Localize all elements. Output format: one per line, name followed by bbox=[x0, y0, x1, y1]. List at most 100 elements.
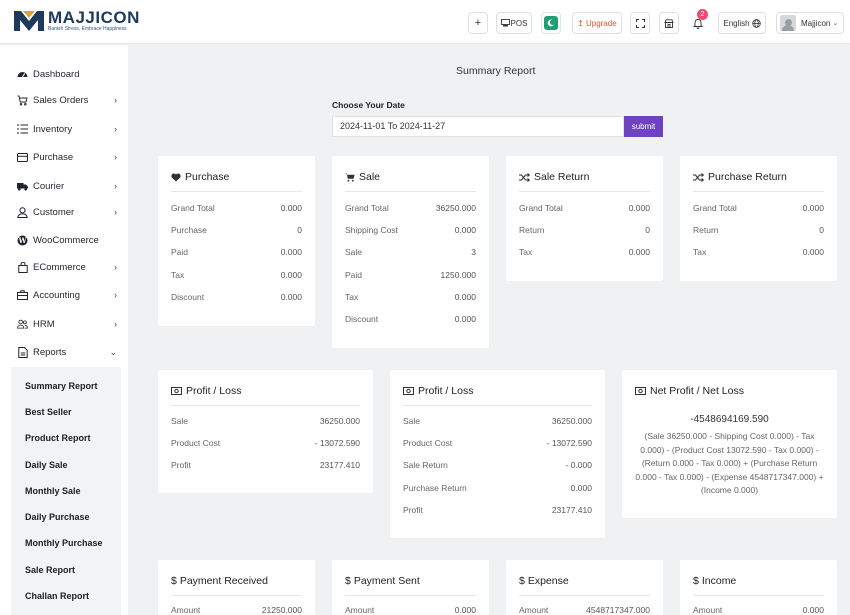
card-row: Amount 0.000 bbox=[693, 605, 824, 615]
expense-card: $ Expense Amount 4548717347.000 bbox=[506, 560, 663, 615]
cart-icon bbox=[345, 173, 355, 182]
sidebar-item-dashboard[interactable]: Dashboard bbox=[0, 64, 128, 84]
dollar-icon: $ bbox=[345, 575, 351, 587]
sidebar-item-inventory[interactable]: Inventory › bbox=[0, 119, 128, 139]
submenu-item-daily-purchase[interactable]: Daily Purchase bbox=[25, 512, 90, 522]
payment-sent-card: $ Payment Sent Amount 0.000 bbox=[332, 560, 489, 615]
card-row: Discount 0.000 bbox=[345, 314, 476, 324]
add-button[interactable]: + bbox=[468, 12, 488, 34]
notification-badge: 2 bbox=[697, 9, 708, 20]
pos-button[interactable]: POS bbox=[496, 12, 532, 34]
sidebar-item-label: Inventory bbox=[33, 123, 73, 135]
shuffle-icon bbox=[519, 172, 530, 182]
card-row: Paid 0.000 bbox=[171, 247, 302, 257]
card-row: Purchase Return 0.000 bbox=[403, 483, 592, 493]
profit-loss-detail-card: Profit / Loss Sale 36250.000 Product Cost… bbox=[390, 370, 605, 538]
sidebar-item-label: Dashboard bbox=[33, 68, 80, 80]
reports-submenu: Summary Report Best Seller Product Repor… bbox=[11, 367, 121, 615]
brand-logo[interactable]: MAJJICON Banish Stress, Embrace Happines… bbox=[14, 9, 140, 33]
briefcase-icon bbox=[17, 290, 28, 301]
sidebar-item-woocommerce[interactable]: W WooCommerce bbox=[0, 230, 128, 250]
card-title-text: Purchase bbox=[185, 171, 230, 183]
sidebar-item-label: Accounting bbox=[33, 289, 81, 301]
card-title: Profit / Loss bbox=[403, 385, 473, 397]
sidebar-item-label: Sales Orders bbox=[33, 94, 89, 106]
card-row: Product Cost - 13072.590 bbox=[403, 438, 592, 448]
sidebar-item-hrm[interactable]: HRM › bbox=[0, 314, 128, 334]
chevron-right-icon: › bbox=[114, 262, 117, 272]
sidebar-item-ecommerce[interactable]: ECommerce › bbox=[0, 257, 128, 277]
chevron-down-icon: ⌄ bbox=[832, 20, 839, 27]
income-card: $ Income Amount 0.000 bbox=[680, 560, 837, 615]
submenu-item-product-report[interactable]: Product Report bbox=[25, 433, 91, 443]
chevron-right-icon: › bbox=[114, 207, 117, 217]
card-row: Paid 1250.000 bbox=[345, 270, 476, 280]
theme-toggle-button[interactable] bbox=[541, 12, 561, 34]
card-title: $ Payment Received bbox=[171, 575, 268, 587]
card-title: Purchase bbox=[171, 171, 229, 183]
page-title: Summary Report bbox=[456, 65, 536, 77]
card-row: Amount 4548717347.000 bbox=[519, 605, 650, 615]
avatar bbox=[780, 15, 796, 31]
fullscreen-button[interactable] bbox=[630, 12, 650, 34]
submenu-item-sale-report[interactable]: Sale Report bbox=[25, 565, 76, 575]
card-row: Return 0 bbox=[519, 225, 650, 235]
submenu-item-best-seller[interactable]: Best Seller bbox=[25, 407, 72, 417]
sidebar-item-accounting[interactable]: Accounting › bbox=[0, 285, 128, 305]
date-range-input[interactable]: 2024-11-01 To 2024-11-27 bbox=[332, 116, 624, 137]
pos-icon bbox=[500, 19, 510, 27]
language-selector[interactable]: English bbox=[718, 12, 766, 34]
sidebar-item-sales-orders[interactable]: Sales Orders › bbox=[0, 90, 128, 110]
store-button[interactable] bbox=[659, 12, 679, 34]
card-row: Amount 21250.000 bbox=[171, 605, 302, 615]
sidebar-item-label: WooCommerce bbox=[33, 234, 99, 246]
sidebar-item-customer[interactable]: Customer › bbox=[0, 202, 128, 222]
upgrade-button[interactable]: ↥ Upgrade bbox=[572, 12, 622, 34]
sidebar-item-purchase[interactable]: Purchase › bbox=[0, 147, 128, 167]
card-title-text: Expense bbox=[527, 575, 569, 587]
sidebar-item-label: ECommerce bbox=[33, 261, 86, 273]
card-row: Sale 36250.000 bbox=[403, 416, 592, 426]
card-row: Tax 0.000 bbox=[171, 270, 302, 280]
logo-mark-icon bbox=[14, 11, 44, 31]
date-label: Choose Your Date bbox=[332, 100, 405, 110]
sidebar-item-label: Courier bbox=[33, 180, 65, 192]
card-row: Profit 23177.410 bbox=[403, 505, 592, 515]
moon-icon bbox=[544, 16, 558, 30]
list-icon bbox=[17, 124, 28, 135]
pos-label: POS bbox=[510, 18, 528, 28]
heart-icon bbox=[171, 172, 181, 181]
card-row: Grand Total 0.000 bbox=[519, 203, 650, 213]
sidebar-item-courier[interactable]: Courier › bbox=[0, 176, 128, 196]
submenu-item-monthly-purchase[interactable]: Monthly Purchase bbox=[25, 538, 103, 548]
card-title-text: Purchase Return bbox=[708, 171, 787, 183]
truck-icon bbox=[17, 181, 28, 192]
bag-icon bbox=[17, 261, 28, 273]
card-title-text: Sale Return bbox=[534, 171, 590, 183]
sidebar-item-reports[interactable]: Reports ⌄ bbox=[0, 342, 128, 362]
card-row: Shipping Cost 0.000 bbox=[345, 225, 476, 235]
chevron-right-icon: › bbox=[114, 181, 117, 191]
brand-name: MAJJICON bbox=[48, 8, 140, 27]
notifications-button[interactable]: 2 bbox=[688, 9, 708, 34]
submenu-item-daily-sale[interactable]: Daily Sale bbox=[25, 460, 68, 470]
dollar-icon: $ bbox=[171, 575, 177, 587]
card-title-text: Sale bbox=[359, 171, 381, 183]
dashboard-icon bbox=[17, 69, 28, 80]
chevron-right-icon: › bbox=[114, 319, 117, 329]
card-row: Tax 0.000 bbox=[345, 292, 476, 302]
submenu-item-monthly-sale[interactable]: Monthly Sale bbox=[25, 486, 81, 496]
submenu-item-summary-report[interactable]: Summary Report bbox=[25, 381, 98, 391]
net-profit-value: -4548694169.590 bbox=[690, 414, 769, 425]
profit-loss-card: Profit / Loss Sale 36250.000 Product Cost… bbox=[158, 370, 373, 493]
card-title: Profit / Loss bbox=[171, 385, 241, 397]
submit-button[interactable]: submit bbox=[624, 116, 663, 137]
users-icon bbox=[17, 319, 28, 330]
card-row: Product Cost - 13072.590 bbox=[171, 438, 360, 448]
card-row: Profit 23177.410 bbox=[171, 460, 360, 470]
user-menu-button[interactable]: Majjicon ⌄ bbox=[776, 12, 844, 34]
card-title: $ Income bbox=[693, 575, 736, 587]
user-icon bbox=[17, 206, 28, 218]
submenu-item-challan-report[interactable]: Challan Report bbox=[25, 591, 90, 601]
dollar-icon: $ bbox=[693, 575, 699, 587]
